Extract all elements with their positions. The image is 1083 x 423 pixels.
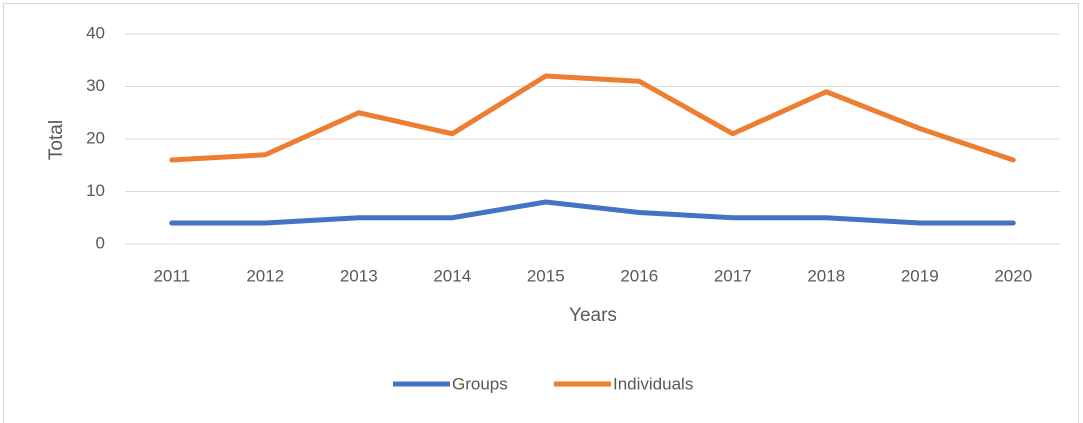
- y-tick-label: 10: [86, 181, 105, 200]
- x-tick-label: 2016: [620, 266, 658, 285]
- x-tick-label: 2020: [994, 266, 1032, 285]
- series-line: [169, 199, 1016, 226]
- x-tick-label: 2011: [153, 266, 190, 285]
- y-tick-label: 30: [86, 76, 105, 95]
- x-tick-label: 2017: [714, 266, 752, 285]
- x-tick-label: 2015: [527, 266, 565, 285]
- x-tick-label: 2018: [807, 266, 845, 285]
- x-axis-label: Years: [569, 305, 617, 326]
- x-tick-label: 2019: [901, 266, 939, 285]
- y-tick-label: 0: [96, 233, 105, 252]
- x-tick-label: 2013: [340, 266, 378, 285]
- y-tick-label: 40: [86, 23, 105, 42]
- y-axis-label: Total: [46, 120, 67, 160]
- series-line: [169, 73, 1016, 163]
- y-tick-label: 20: [86, 128, 105, 147]
- legend-label: Individuals: [613, 374, 693, 393]
- x-tick-label: 2012: [246, 266, 284, 285]
- x-tick-label: 2014: [433, 266, 471, 285]
- legend-label: Groups: [452, 374, 508, 393]
- chart-border: [3, 3, 1079, 423]
